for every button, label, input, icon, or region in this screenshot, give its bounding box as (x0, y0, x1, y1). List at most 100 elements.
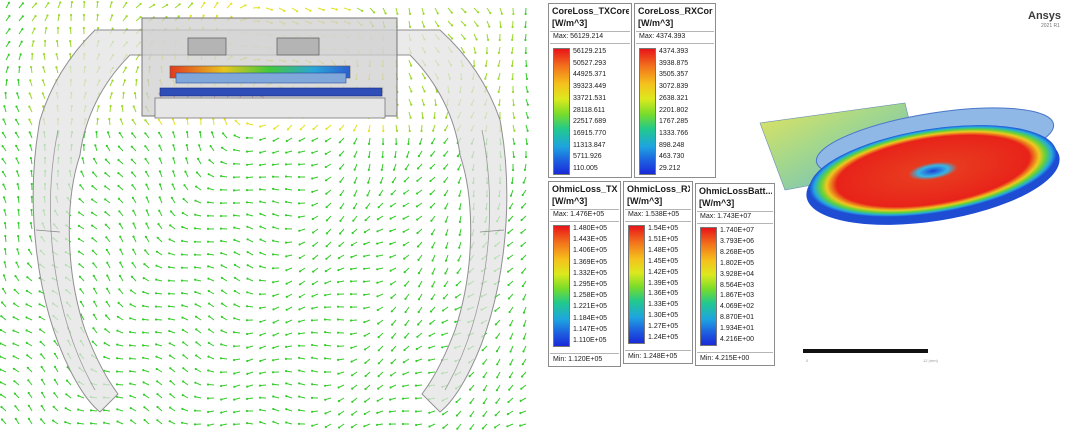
field-arrow-head (81, 157, 84, 160)
field-arrow-head (105, 248, 108, 251)
field-arrow-head (181, 328, 184, 331)
field-arrow-head (246, 277, 249, 280)
legend-tick-label: 110.005 (573, 165, 598, 172)
field-arrow-head (494, 414, 497, 417)
field-arrow-head (207, 187, 210, 190)
field-arrow-head (298, 139, 301, 142)
field-arrow-head (28, 235, 32, 238)
field-arrow-head (115, 383, 119, 386)
field-arrow-head (246, 238, 249, 241)
field-arrow-head (65, 379, 69, 382)
loss-surface-3d-view[interactable] (755, 95, 1065, 235)
field-arrow-head (402, 244, 405, 247)
legend-max-value: Max: 56129.214 (550, 31, 630, 44)
field-arrow-head (509, 363, 512, 366)
field-arrow-head (34, 2, 38, 5)
legend-coreloss-txcore[interactable]: CoreLoss_TXCore [W/m^3] Max: 56129.214 5… (548, 3, 632, 178)
field-arrow-head (416, 245, 420, 248)
legend-coreloss-rxcore[interactable]: CoreLoss_RXCore [W/m^3] Max: 4374.393 43… (634, 3, 716, 178)
field-arrow-head (379, 181, 382, 184)
field-arrow-head (350, 256, 353, 259)
field-arrow-head (520, 244, 523, 247)
field-arrow-head (25, 329, 28, 332)
field-arrow-head (142, 290, 145, 294)
field-vector-viewport[interactable] (0, 0, 540, 435)
field-arrow-head (142, 393, 146, 396)
field-arrow-head (404, 336, 407, 339)
field-arrow-head (495, 336, 498, 339)
legend-ohmicloss-battery[interactable]: OhmicLossBatt... [W/m^3] Max: 1.743E+07 … (695, 183, 775, 366)
field-arrow-head (361, 9, 364, 12)
field-arrow-head (4, 91, 7, 95)
field-arrow-head (322, 8, 325, 12)
field-arrow-head (259, 151, 262, 154)
field-arrow-head (246, 332, 249, 336)
field-arrow-head (339, 232, 342, 235)
legend-tick-label: 39323.449 (573, 83, 607, 91)
field-arrow-head (272, 151, 275, 154)
field-arrow-head (15, 157, 18, 160)
field-arrow-head (89, 409, 93, 412)
field-arrow-head (182, 197, 185, 201)
field-arrow-head (364, 361, 367, 364)
field-arrow-head (219, 371, 223, 374)
field-arrow-head (285, 408, 288, 411)
field-arrow-head (324, 140, 328, 143)
field-arrow-head (129, 317, 132, 320)
field-arrow-head (143, 263, 146, 266)
field-arrow-head (508, 388, 511, 391)
field-arrow-head (473, 64, 476, 68)
field-arrow-head (70, 0, 74, 4)
field-arrow-head (182, 341, 185, 344)
wearable-band (32, 29, 508, 413)
field-arrow-head (324, 294, 327, 297)
field-arrow-head (259, 372, 262, 375)
field-arrow-head (207, 277, 210, 280)
legend-ohmicloss-tx[interactable]: OhmicLoss_TX [W/m^3] Max: 1.476E+05 1.48… (548, 181, 621, 367)
field-arrow-head (78, 275, 81, 278)
field-arrow-head (131, 196, 134, 199)
field-arrow-head (416, 218, 419, 221)
field-arrow-head (349, 280, 353, 283)
field-arrow-head (104, 211, 107, 214)
field-arrow-head (207, 289, 210, 293)
legend-unit: [W/m^3] (638, 18, 674, 28)
field-arrow-head (64, 407, 67, 410)
field-arrow-head (285, 333, 288, 336)
field-plot-svg[interactable] (0, 0, 540, 435)
field-arrow-head (206, 397, 210, 400)
field-arrow-head (450, 37, 454, 40)
field-arrow-head (30, 169, 33, 173)
field-arrow-head (349, 293, 353, 296)
field-arrow-head (102, 409, 106, 412)
field-arrow-head (245, 136, 249, 139)
field-arrow-head (129, 370, 132, 373)
field-arrow-head (58, 14, 61, 17)
field-arrow-head (284, 175, 288, 178)
field-arrow-head (435, 90, 439, 93)
field-arrow-head (130, 145, 133, 148)
field-arrow-head (195, 185, 198, 188)
field-arrow-head (26, 354, 29, 357)
field-arrow-head (410, 64, 413, 67)
field-arrow-head (376, 399, 379, 402)
field-arrow-head (199, 117, 202, 121)
field-arrow-head (284, 163, 288, 166)
field-arrow-head (285, 214, 288, 217)
field-arrow-head (428, 371, 431, 374)
field-arrow-head (166, 3, 169, 6)
field-arrow-head (116, 329, 119, 332)
field-arrow-head (404, 168, 407, 171)
field-arrow-head (106, 287, 109, 290)
field-arrow-head (31, 52, 34, 56)
field-arrow-head (206, 227, 210, 230)
field-arrow-head (246, 225, 249, 228)
legend-ohmicloss-rx[interactable]: OhmicLoss_RX [W/m^3] Max: 1.538E+05 1.54… (623, 181, 693, 364)
field-arrow-head (25, 289, 28, 292)
field-arrow-head (525, 64, 528, 68)
field-arrow-head (117, 145, 120, 148)
battery-disk-surface (809, 125, 1057, 217)
field-arrow-head (144, 249, 147, 252)
field-arrow-head (29, 144, 32, 147)
field-arrow-head (323, 306, 327, 309)
